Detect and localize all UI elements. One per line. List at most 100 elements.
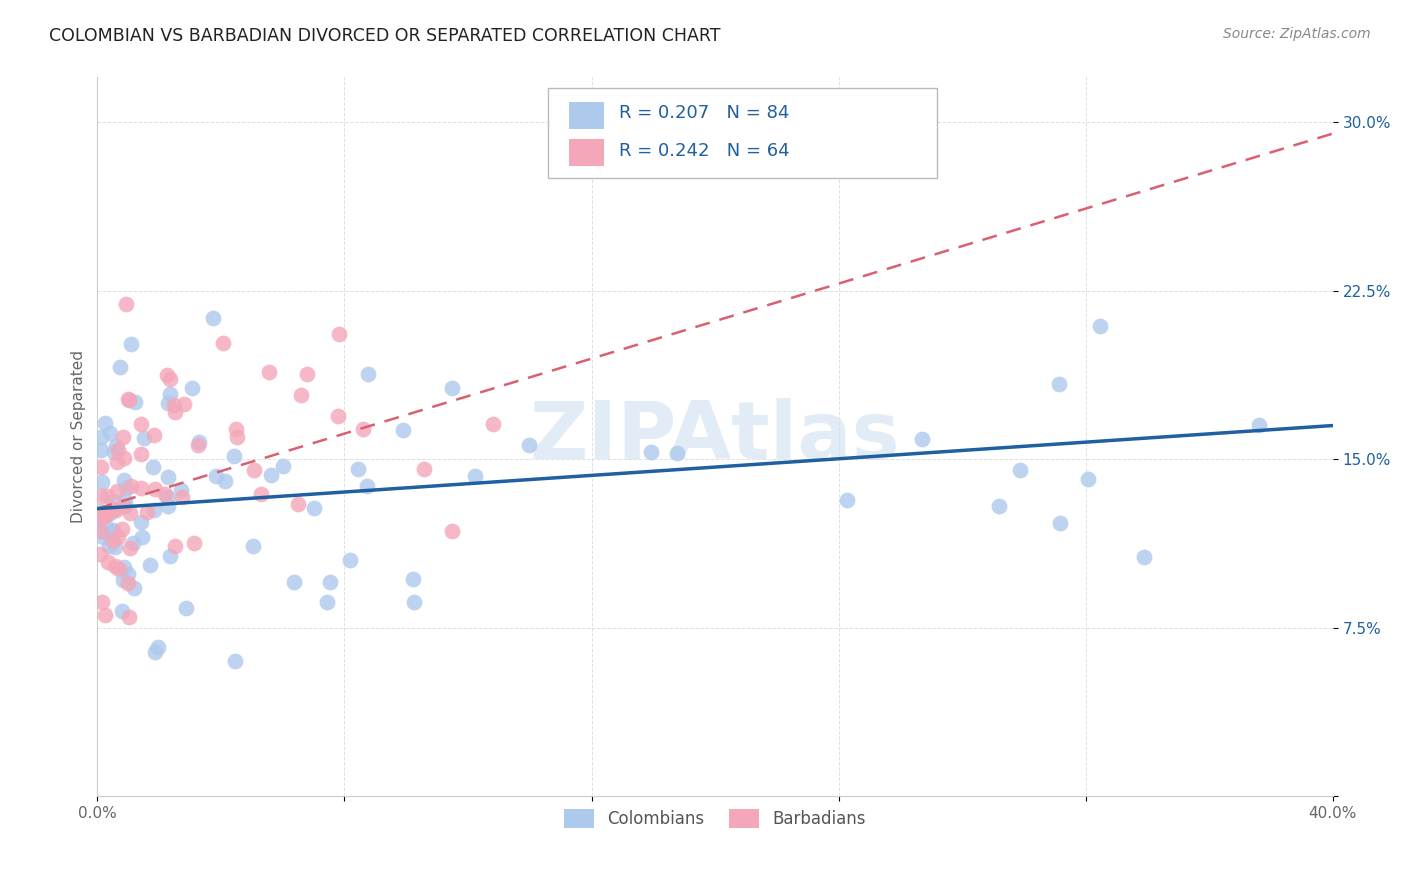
- Point: [242, 539, 264, 553]
- Point: [118, 392, 141, 407]
- Point: [89, 513, 111, 527]
- Point: [1077, 472, 1099, 486]
- Point: [165, 405, 187, 419]
- Point: [114, 451, 136, 466]
- Point: [101, 523, 124, 537]
- Point: [250, 487, 273, 501]
- Point: [225, 422, 247, 436]
- Point: [290, 388, 312, 402]
- Point: [319, 574, 342, 589]
- Point: [222, 449, 245, 463]
- Point: [120, 337, 142, 351]
- Point: [214, 474, 236, 488]
- Point: [440, 524, 463, 539]
- FancyBboxPatch shape: [548, 88, 938, 178]
- Point: [101, 494, 124, 508]
- Point: [517, 437, 540, 451]
- Point: [201, 311, 224, 326]
- Text: COLOMBIAN VS BARBADIAN DIVORCED OR SEPARATED CORRELATION CHART: COLOMBIAN VS BARBADIAN DIVORCED OR SEPAR…: [49, 27, 721, 45]
- Point: [139, 558, 162, 572]
- Point: [91, 475, 114, 489]
- Point: [357, 368, 380, 382]
- Point: [91, 530, 114, 544]
- Point: [97, 539, 120, 553]
- Point: [142, 459, 165, 474]
- Point: [163, 398, 186, 412]
- Point: [101, 524, 124, 539]
- Point: [129, 447, 152, 461]
- Point: [287, 497, 309, 511]
- Text: R = 0.242   N = 64: R = 0.242 N = 64: [619, 143, 789, 161]
- Point: [101, 502, 124, 516]
- Point: [118, 609, 141, 624]
- Point: [157, 470, 180, 484]
- Point: [111, 574, 134, 588]
- Point: [94, 518, 117, 533]
- Point: [188, 434, 211, 449]
- Point: [120, 506, 142, 520]
- Point: [295, 367, 318, 381]
- Point: [224, 654, 246, 668]
- Point: [89, 547, 111, 561]
- Point: [122, 581, 145, 595]
- Text: Source: ZipAtlas.com: Source: ZipAtlas.com: [1223, 27, 1371, 41]
- Point: [134, 431, 156, 445]
- Point: [93, 508, 115, 523]
- Point: [131, 417, 153, 431]
- Point: [91, 595, 114, 609]
- Point: [257, 365, 280, 379]
- Point: [143, 428, 166, 442]
- Point: [159, 549, 181, 563]
- Point: [205, 469, 228, 483]
- Legend: Colombians, Barbadians: Colombians, Barbadians: [557, 802, 873, 835]
- Point: [155, 487, 177, 501]
- Point: [104, 503, 127, 517]
- Point: [112, 559, 135, 574]
- Point: [117, 576, 139, 591]
- Point: [129, 481, 152, 495]
- Point: [110, 360, 132, 375]
- Point: [117, 566, 139, 581]
- Point: [89, 504, 111, 518]
- Point: [328, 409, 350, 424]
- Point: [392, 423, 415, 437]
- Point: [131, 530, 153, 544]
- Point: [181, 381, 204, 395]
- Point: [103, 502, 125, 516]
- Point: [97, 555, 120, 569]
- Point: [111, 429, 134, 443]
- Point: [97, 505, 120, 519]
- Point: [482, 417, 505, 431]
- Point: [108, 562, 131, 576]
- Point: [101, 533, 124, 548]
- Point: [242, 463, 264, 477]
- Point: [143, 482, 166, 496]
- Point: [94, 607, 117, 622]
- Point: [402, 572, 425, 586]
- Point: [640, 445, 662, 459]
- Point: [988, 499, 1011, 513]
- Point: [129, 515, 152, 529]
- Point: [156, 368, 179, 382]
- Point: [104, 440, 127, 454]
- Point: [94, 508, 117, 523]
- Point: [90, 442, 112, 457]
- Point: [100, 506, 122, 520]
- Point: [159, 372, 181, 386]
- Point: [107, 442, 129, 457]
- Point: [93, 417, 115, 431]
- Point: [173, 397, 195, 411]
- Point: [260, 467, 283, 482]
- Point: [114, 297, 136, 311]
- Point: [120, 478, 142, 492]
- Point: [187, 438, 209, 452]
- Point: [143, 645, 166, 659]
- Point: [163, 539, 186, 553]
- Bar: [569, 139, 603, 166]
- Text: ZIPAtlas: ZIPAtlas: [530, 398, 900, 475]
- Point: [1133, 550, 1156, 565]
- Point: [112, 474, 135, 488]
- Point: [115, 481, 138, 495]
- Point: [90, 459, 112, 474]
- Point: [104, 558, 127, 573]
